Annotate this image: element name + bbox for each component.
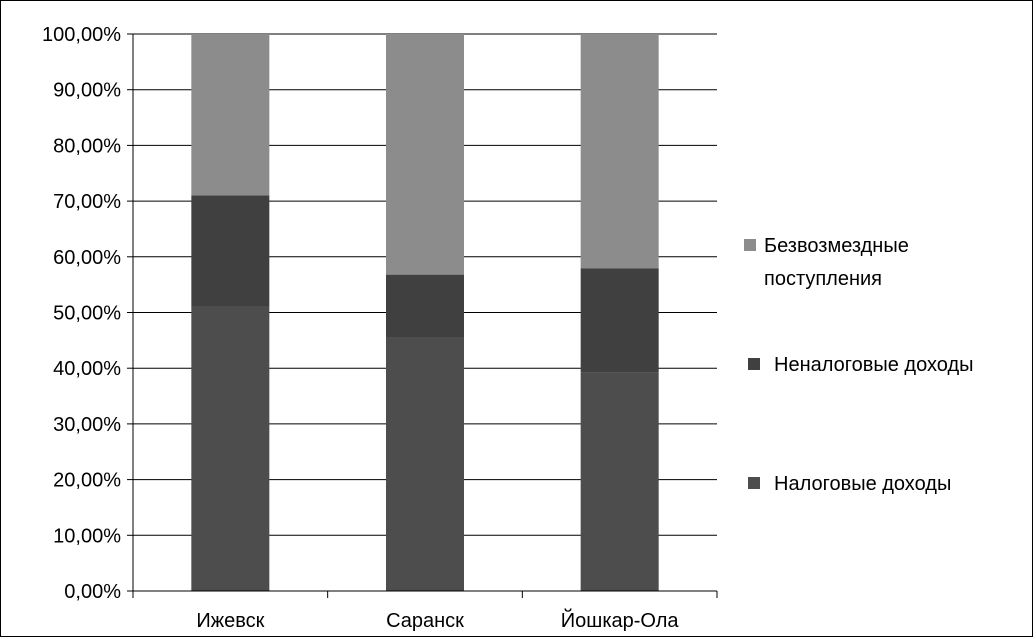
legend-marker <box>744 239 756 251</box>
x-category-label: Йошкар-Ола <box>561 608 680 632</box>
bar-segment <box>580 268 659 373</box>
y-tick-label: 60,00% <box>53 247 121 269</box>
bar-segment <box>386 274 464 338</box>
y-tick-label: 70,00% <box>53 191 121 213</box>
legend-entry-label: Неналоговые доходы <box>774 354 973 376</box>
bar-segment <box>386 34 464 275</box>
legend-entry-label: Налоговые доходы <box>774 473 951 495</box>
y-tick-label: 50,00% <box>53 303 121 325</box>
y-tick-label: 0,00% <box>64 581 121 603</box>
bar-segment <box>580 34 659 269</box>
y-tick-label: 20,00% <box>53 470 121 492</box>
bar-segment <box>191 34 270 196</box>
y-tick-label: 40,00% <box>53 358 121 380</box>
legend-entry-label: поступления <box>764 268 882 290</box>
y-tick-label: 80,00% <box>53 135 121 157</box>
legend-marker <box>748 477 760 489</box>
bar-segment <box>191 306 270 591</box>
y-tick-label: 30,00% <box>53 414 121 436</box>
bar-segment <box>580 372 659 591</box>
bar-segment <box>386 337 464 591</box>
y-tick-label: 10,00% <box>53 525 121 547</box>
y-tick-label: 100,00% <box>42 24 121 46</box>
bar-segment <box>191 195 270 307</box>
x-category-label: Ижевск <box>196 610 264 632</box>
x-category-label: Саранск <box>386 610 464 632</box>
y-tick-label: 90,00% <box>53 80 121 102</box>
legend-marker <box>748 358 760 370</box>
legend-entry-label: Безвозмездные <box>764 235 909 257</box>
